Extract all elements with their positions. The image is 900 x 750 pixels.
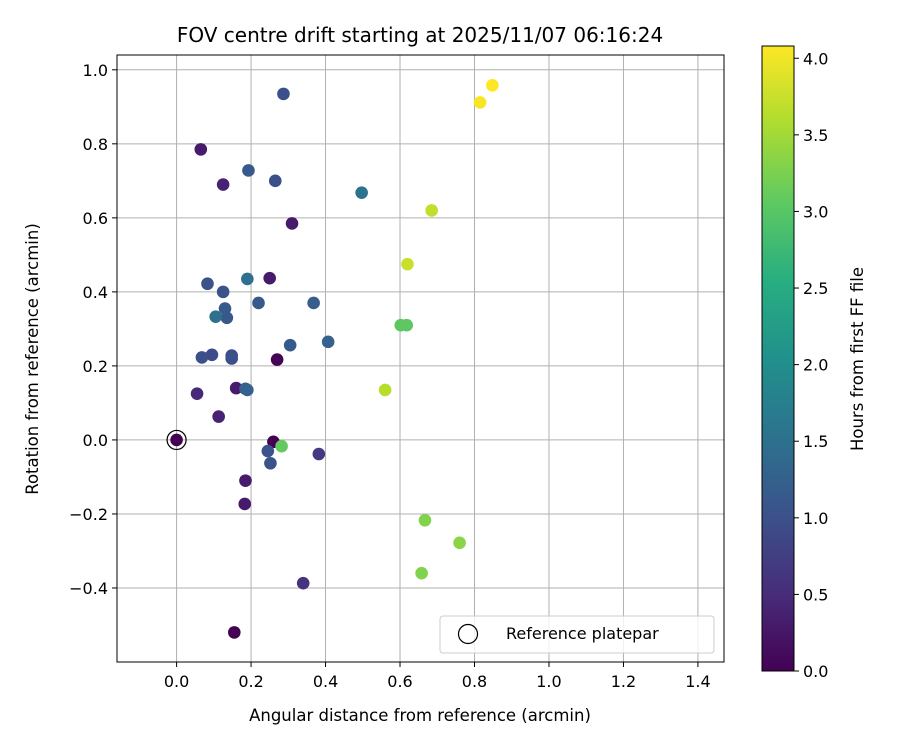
data-point (486, 79, 499, 92)
x-axis-ticks: 0.0 0.2 0.4 0.6 0.8 1.0 1.2 1.4 (164, 662, 711, 691)
colorbar-tick-label: 1.5 (803, 432, 828, 451)
data-point (283, 338, 297, 352)
colorbar-tick-label: 0.5 (803, 585, 828, 604)
data-point (312, 447, 326, 461)
data-point (218, 302, 232, 315)
data-point (321, 335, 335, 349)
legend-box (439, 615, 715, 654)
legend-label: Reference platepar (506, 624, 659, 643)
data-point (205, 348, 219, 362)
x-tick-label: 1.2 (611, 672, 636, 691)
colorbar-tick-label: 4.0 (803, 49, 828, 68)
chart-title: FOV centre drift starting at 2025/11/07 … (177, 23, 663, 47)
data-point (216, 285, 230, 299)
data-point (190, 387, 204, 400)
x-axis-label: Angular distance from reference (arcmin) (249, 706, 591, 725)
x-tick-label: 0.6 (387, 672, 412, 691)
data-point (453, 536, 466, 550)
data-point (252, 296, 265, 310)
x-tick-label: 1.4 (685, 672, 710, 691)
data-point (418, 513, 432, 527)
y-tick-label: 0.4 (83, 283, 108, 302)
data-point (401, 257, 414, 271)
y-tick-label: 1.0 (83, 61, 108, 80)
data-point (307, 296, 320, 310)
scatter-points (166, 79, 499, 639)
colorbar-ticks: 0.0 0.5 1.0 1.5 2.0 2.5 3.0 3.5 4.0 (794, 49, 828, 681)
data-point (285, 217, 299, 230)
data-point (264, 456, 277, 470)
data-point (275, 439, 288, 453)
data-point (241, 272, 254, 286)
data-point (225, 352, 238, 365)
y-tick-label: 0.2 (83, 357, 108, 376)
data-point (238, 497, 252, 511)
y-tick-label: 0.8 (83, 135, 108, 154)
y-axis-ticks: −0.4 −0.2 0.0 0.2 0.4 0.6 0.8 1.0 (69, 61, 117, 598)
data-point (241, 383, 254, 397)
reference-platepar-marker (166, 429, 187, 451)
y-tick-label: −0.2 (69, 505, 108, 524)
y-tick-label: 0.6 (83, 209, 108, 228)
legend: Reference platepar (439, 615, 715, 654)
legend-marker (457, 623, 479, 645)
data-point (195, 351, 209, 364)
data-point (212, 410, 225, 423)
grid-lines (117, 55, 724, 662)
plot-frame (116, 54, 725, 663)
data-point (270, 353, 284, 366)
data-point (473, 96, 487, 109)
data-point (425, 204, 438, 217)
data-point (170, 433, 183, 447)
data-point (209, 310, 222, 323)
data-point (355, 186, 368, 199)
data-point (242, 164, 255, 177)
x-tick-label: 0.4 (313, 672, 338, 691)
x-tick-label: 1.0 (536, 672, 561, 691)
x-tick-label: 0.0 (164, 672, 189, 691)
data-point (228, 626, 241, 639)
data-point (277, 87, 290, 101)
y-axis-label: Rotation from reference (arcmin) (23, 223, 42, 495)
colorbar (761, 45, 795, 672)
x-tick-label: 0.8 (462, 672, 487, 691)
y-tick-label: −0.4 (69, 579, 108, 598)
data-point (194, 143, 208, 156)
data-point (296, 576, 310, 590)
colorbar-tick-label: 3.0 (803, 202, 828, 221)
colorbar-tick-label: 2.5 (803, 279, 828, 298)
data-point (216, 178, 230, 191)
colorbar-tick-label: 0.0 (803, 662, 828, 681)
data-point (229, 381, 243, 395)
colorbar-tick-label: 3.5 (803, 126, 828, 145)
colorbar-tick-label: 2.0 (803, 356, 828, 375)
colorbar-tick-label: 1.0 (803, 509, 828, 528)
y-tick-label: 0.0 (83, 431, 108, 450)
data-point (239, 474, 252, 487)
data-point (201, 277, 214, 291)
data-point (263, 271, 276, 285)
data-point (268, 174, 282, 188)
data-point (261, 444, 275, 458)
colorbar-label: Hours from first FF file (848, 267, 867, 451)
data-point (400, 318, 414, 332)
data-point (378, 383, 392, 397)
data-point (415, 566, 428, 580)
x-tick-label: 0.2 (238, 672, 263, 691)
